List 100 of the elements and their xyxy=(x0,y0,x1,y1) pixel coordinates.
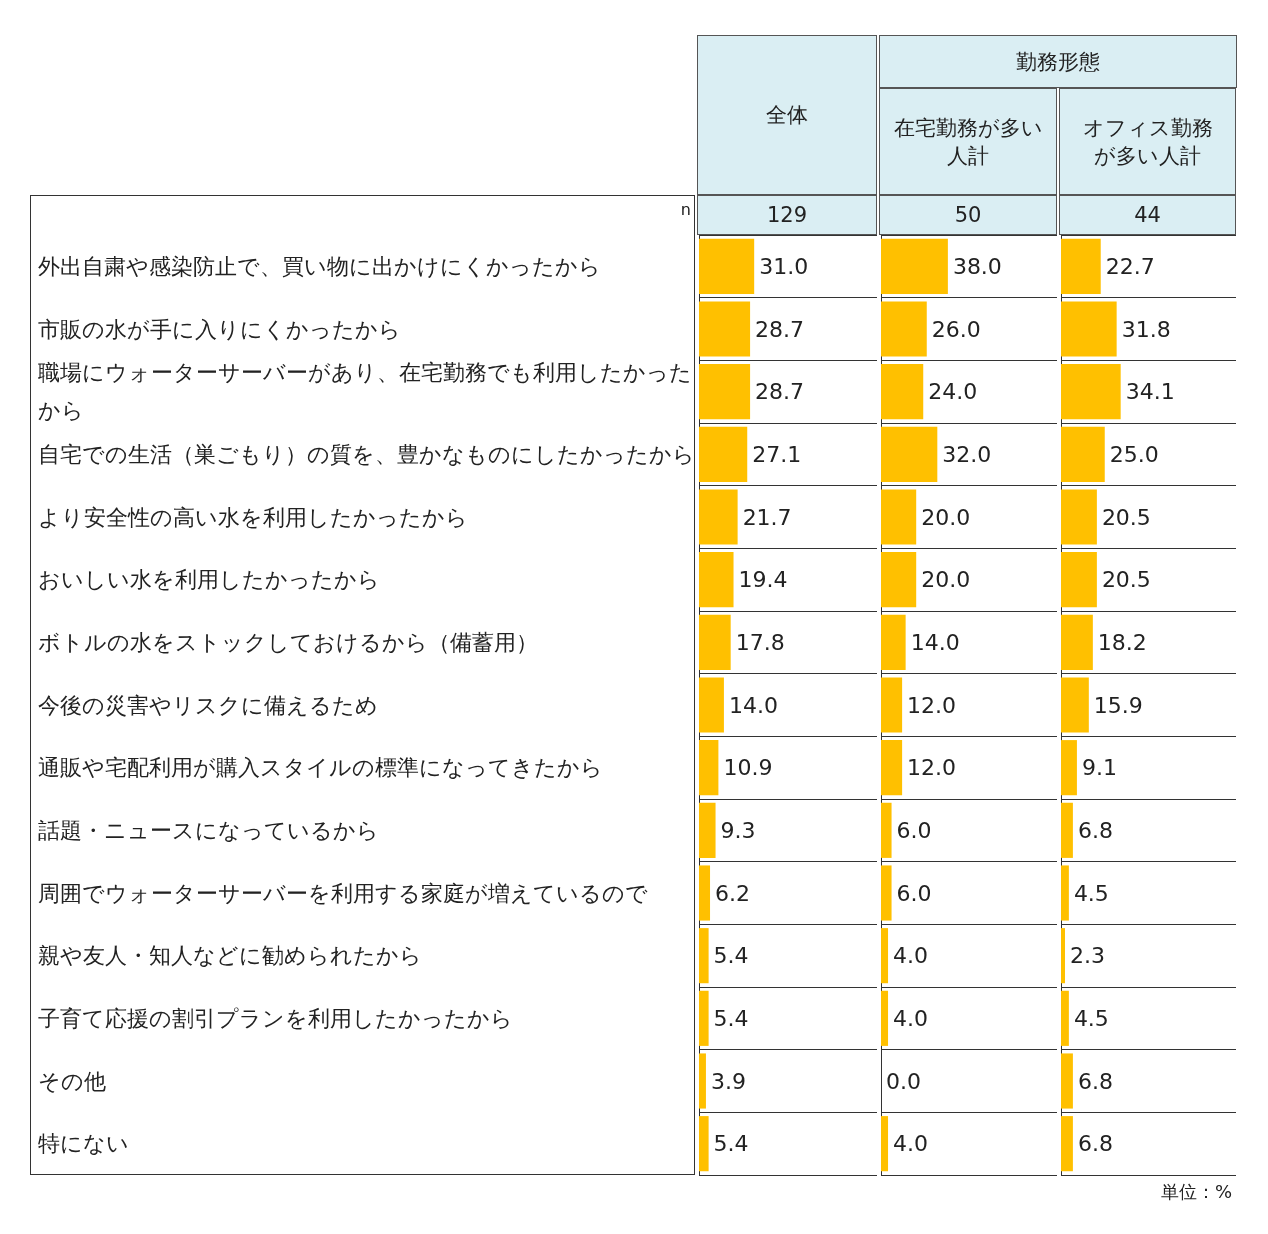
data-label: 12.0 xyxy=(907,692,957,718)
data-label: 6.2 xyxy=(715,880,751,906)
bar xyxy=(1061,928,1066,984)
data-label: 22.7 xyxy=(1105,253,1155,279)
data-label: 5.4 xyxy=(713,1131,749,1157)
bar xyxy=(1061,1116,1073,1172)
y-tick-label: より安全性の高い水を利用したかったから xyxy=(38,504,468,530)
data-label: 26.0 xyxy=(931,316,981,342)
bar xyxy=(1061,552,1097,608)
bar xyxy=(881,802,892,858)
data-label: 4.0 xyxy=(893,1131,929,1157)
y-tick-label: ボトルの水をストックしておけるから（備蓄用） xyxy=(38,629,538,655)
y-tick-label: その他 xyxy=(38,1068,106,1094)
data-label: 4.0 xyxy=(893,1005,929,1031)
data-label: 4.5 xyxy=(1073,1005,1109,1031)
bar xyxy=(1061,990,1069,1046)
bar xyxy=(1061,1053,1073,1109)
bar xyxy=(881,301,927,357)
chart-subtitle: 129 xyxy=(697,195,877,235)
data-label: 31.8 xyxy=(1121,316,1171,342)
bar xyxy=(1061,802,1073,858)
bar xyxy=(699,1053,706,1109)
y-tick-label: 特にない xyxy=(38,1131,129,1157)
data-label: 5.4 xyxy=(713,1005,749,1031)
data-label: 2.3 xyxy=(1070,943,1106,969)
bar xyxy=(881,364,924,420)
bar xyxy=(699,740,719,796)
bar xyxy=(881,990,889,1046)
data-label: 20.5 xyxy=(1101,567,1151,593)
data-label: 27.1 xyxy=(752,441,802,467)
data-label: 18.2 xyxy=(1097,629,1147,655)
bar xyxy=(699,802,716,858)
y-tick-label: 子育て応援の割引プランを利用したかったから xyxy=(38,1005,513,1031)
data-label: 3.9 xyxy=(710,1068,746,1094)
bar xyxy=(881,865,892,921)
text: 単位：% xyxy=(1160,1180,1232,1204)
data-label: 15.9 xyxy=(1093,692,1143,718)
y-tick-label: 外出自粛や感染防止で、買い物に出かけにくかったから xyxy=(38,253,601,279)
bar xyxy=(881,928,889,984)
data-label: 17.8 xyxy=(735,629,785,655)
bar xyxy=(881,740,903,796)
data-label: 10.9 xyxy=(723,755,773,781)
bar xyxy=(699,301,751,357)
bar xyxy=(1061,301,1117,357)
bar xyxy=(699,238,755,294)
bar xyxy=(881,677,903,733)
chart-subtitle: 44 xyxy=(1059,195,1236,235)
data-label: 6.0 xyxy=(896,880,932,906)
bar xyxy=(1061,364,1121,420)
y-tick-label: 親や友人・知人などに勧められたから xyxy=(38,943,422,969)
data-label: 0.0 xyxy=(886,1068,921,1094)
bar xyxy=(699,865,711,921)
bar xyxy=(881,614,906,670)
bar xyxy=(699,552,734,608)
data-label: 9.3 xyxy=(720,817,756,843)
bar xyxy=(881,552,917,608)
data-label: 24.0 xyxy=(928,379,978,405)
y-tick-label: 市販の水が手に入りにくかったから xyxy=(38,316,401,342)
data-label: 32.0 xyxy=(942,441,992,467)
bar xyxy=(1061,865,1069,921)
bar xyxy=(699,426,748,482)
bar xyxy=(699,614,731,670)
bar xyxy=(699,928,709,984)
bar xyxy=(1061,489,1097,545)
bar xyxy=(699,489,738,545)
bar xyxy=(1061,426,1105,482)
data-label: 4.5 xyxy=(1073,880,1109,906)
y-tick-label: 話題・ニュースになっているから xyxy=(38,817,379,843)
data-label: 21.7 xyxy=(742,504,792,530)
text: n xyxy=(680,200,691,219)
data-label: 31.0 xyxy=(759,253,809,279)
bar xyxy=(699,677,724,733)
bar xyxy=(881,1116,889,1172)
bar xyxy=(881,238,948,294)
y-tick-label: 今後の災害やリスクに備えるため xyxy=(38,692,378,718)
bar xyxy=(1061,677,1089,733)
chart-title: オフィス勤務が多い人計 xyxy=(1059,88,1236,195)
y-tick-label: おいしい水を利用したかったから xyxy=(38,567,380,593)
y-tick-label: 周囲でウォーターサーバーを利用する家庭が増えているので xyxy=(38,880,648,906)
data-label: 6.8 xyxy=(1077,817,1113,843)
data-label: 28.7 xyxy=(755,379,805,405)
y-tick-label: 通販や宅配利用が購入スタイルの標準になってきたから xyxy=(38,755,603,781)
data-label: 4.0 xyxy=(893,943,929,969)
chart-title: 全体 xyxy=(697,35,877,195)
text: 勤務形態 xyxy=(879,35,1237,88)
data-label: 14.0 xyxy=(728,692,778,718)
bar xyxy=(699,1116,709,1172)
data-label: 6.8 xyxy=(1077,1068,1113,1094)
y-tick-label: 自宅での生活（巣ごもり）の質を、豊かなものにしたかったから xyxy=(38,441,695,467)
data-label: 9.1 xyxy=(1081,755,1117,781)
bar xyxy=(881,426,938,482)
bar xyxy=(699,364,751,420)
data-label: 38.0 xyxy=(952,253,1002,279)
data-label: 6.8 xyxy=(1077,1131,1113,1157)
data-label: 5.4 xyxy=(713,943,749,969)
data-label: 20.0 xyxy=(921,567,971,593)
data-label: 20.0 xyxy=(921,504,971,530)
bar xyxy=(881,489,917,545)
data-label: 25.0 xyxy=(1109,441,1159,467)
data-label: 14.0 xyxy=(910,629,960,655)
